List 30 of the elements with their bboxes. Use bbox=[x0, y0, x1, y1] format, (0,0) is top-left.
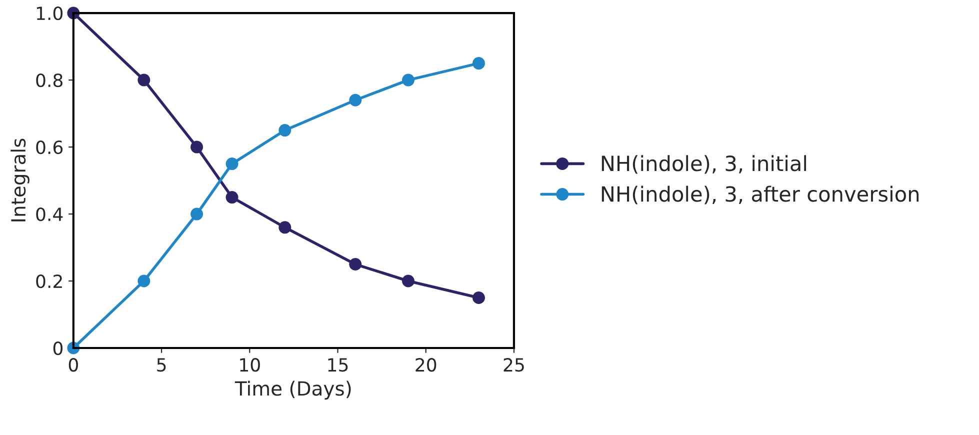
x-tick-label: 10 bbox=[240, 358, 260, 372]
point bbox=[278, 221, 292, 234]
y-tick-label: 0.6 bbox=[36, 140, 63, 154]
x-tick-label: 20 bbox=[416, 358, 436, 372]
point bbox=[226, 158, 238, 170]
x-tick-label: 15 bbox=[328, 358, 348, 372]
x-axis-title: Time (Days) bbox=[234, 380, 351, 400]
y-tick-label: 1.0 bbox=[36, 6, 63, 20]
point bbox=[190, 140, 204, 154]
legend-label: NH(indole), 3, initial bbox=[602, 155, 806, 174]
y-axis-title: Integrals bbox=[10, 138, 30, 222]
point bbox=[349, 94, 362, 106]
point bbox=[402, 274, 414, 288]
x-tick-label: 0 bbox=[68, 358, 78, 372]
point bbox=[138, 274, 150, 288]
y-tick-label: 0.8 bbox=[36, 74, 62, 88]
legend-label: NH(indole), 3, after conversion bbox=[602, 186, 919, 204]
point bbox=[278, 124, 292, 137]
y-tick-label: 0.4 bbox=[36, 207, 63, 222]
point bbox=[472, 292, 485, 304]
x-tick-label: 25 bbox=[504, 358, 524, 372]
point bbox=[190, 208, 204, 220]
point bbox=[472, 57, 485, 70]
point bbox=[349, 258, 362, 271]
point bbox=[402, 74, 414, 86]
y-tick-label: 0.2 bbox=[36, 274, 62, 288]
y-tick-label: 0 bbox=[53, 341, 63, 356]
point bbox=[138, 74, 150, 86]
x-tick-label: 5 bbox=[157, 358, 166, 372]
point bbox=[226, 191, 238, 204]
